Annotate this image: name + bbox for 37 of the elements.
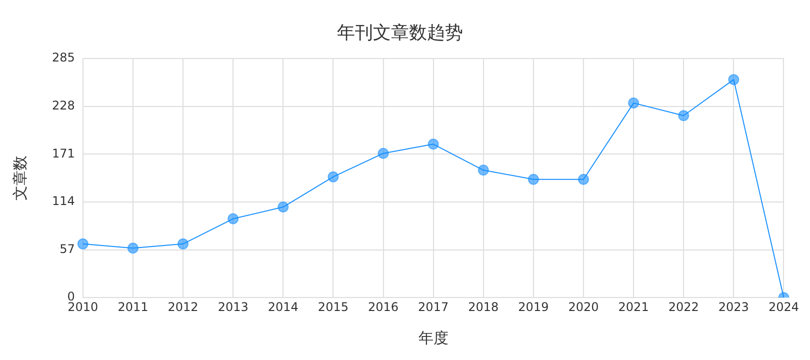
- point: [328, 171, 339, 182]
- y-tick-label: 228: [52, 98, 75, 113]
- y-tick-label: 171: [52, 146, 75, 160]
- x-tick-label: 2022: [668, 300, 699, 314]
- x-tick-label: 2017: [418, 300, 449, 314]
- point: [578, 174, 589, 185]
- point: [278, 202, 289, 213]
- x-axis-title: 年度: [418, 328, 448, 347]
- point: [678, 110, 690, 122]
- point: [628, 98, 640, 109]
- x-tick-label: 2015: [318, 300, 348, 314]
- x-tick-label: 2018: [468, 300, 499, 314]
- point: [728, 74, 740, 86]
- point: [528, 174, 539, 185]
- y-tick-label: 114: [52, 194, 75, 208]
- y-tick-label: 285: [52, 50, 75, 65]
- point: [228, 213, 239, 224]
- point: [428, 138, 439, 150]
- x-tick-label: 2012: [168, 300, 198, 314]
- point: [378, 148, 389, 159]
- x-tick-label: 2019: [518, 300, 549, 314]
- y-tick-label: 57: [60, 242, 75, 256]
- x-tick-label: 2023: [718, 300, 749, 314]
- x-tick-label: 2016: [368, 300, 399, 314]
- x-tick-label: 2021: [618, 300, 649, 314]
- x-tick-label: 2013: [218, 300, 248, 314]
- y-axis-title: 文章数: [10, 156, 29, 201]
- x-tick-label: 2020: [568, 300, 599, 314]
- point: [127, 242, 138, 254]
- point: [178, 238, 189, 250]
- x-tick-label: 2024: [768, 300, 800, 314]
- x-tick-label: 2011: [118, 300, 148, 314]
- point: [478, 164, 489, 176]
- point: [77, 238, 88, 250]
- x-tick-label: 2010: [68, 300, 98, 314]
- x-tick-label: 2014: [268, 300, 298, 314]
- chart-title: 年刊文章数趋势: [337, 22, 463, 44]
